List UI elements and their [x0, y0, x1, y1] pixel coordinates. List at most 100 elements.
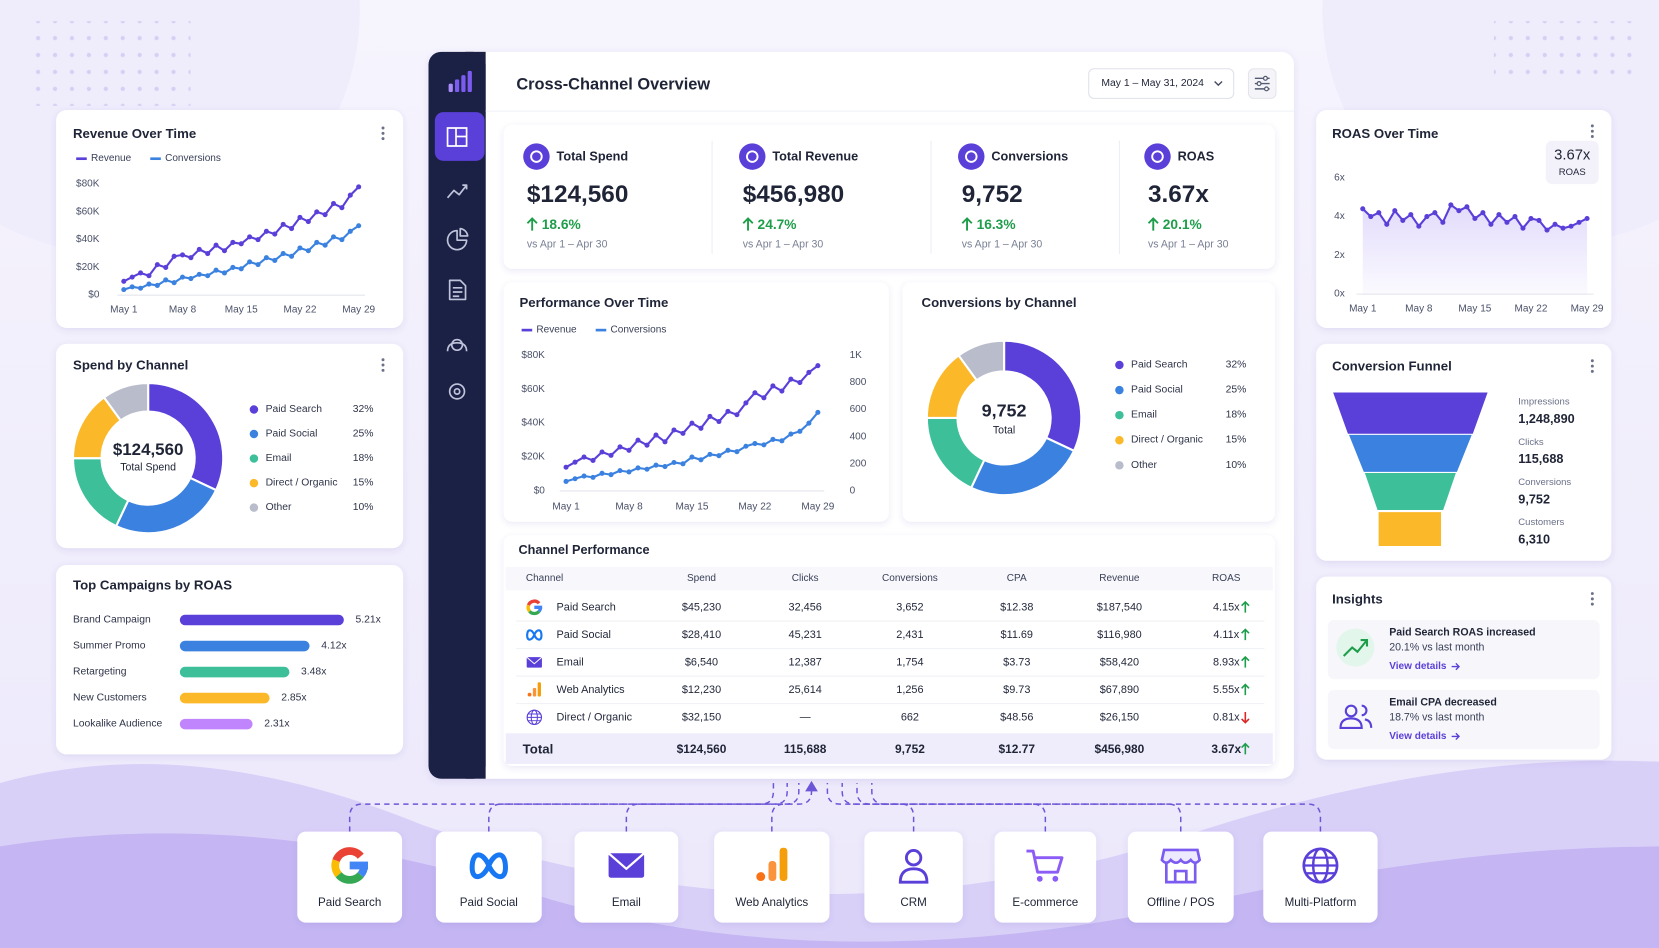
logo-bar	[467, 70, 472, 93]
data-point	[330, 234, 337, 240]
menu-button[interactable]	[381, 358, 385, 372]
icon-part	[756, 872, 766, 882]
data-point	[599, 449, 605, 455]
icon-part	[607, 852, 645, 871]
data-point	[572, 459, 578, 465]
source-card[interactable]	[1127, 831, 1234, 923]
column-header: Conversions	[882, 573, 938, 584]
data-point	[1512, 214, 1518, 220]
data-point	[280, 221, 286, 227]
data-point	[815, 409, 821, 415]
source-card[interactable]	[994, 831, 1097, 923]
data-point	[1480, 210, 1486, 216]
legend-label: Conversions	[165, 153, 221, 164]
data-point	[230, 239, 236, 245]
icon-part	[528, 610, 541, 616]
donut-segment	[1003, 339, 1083, 453]
connector	[771, 782, 813, 832]
data-point	[644, 466, 650, 472]
date-picker[interactable]	[1088, 68, 1235, 99]
nav-icon[interactable]	[446, 338, 468, 352]
table-cell: 5.55x	[1213, 684, 1240, 696]
stage-label: Clicks	[1518, 437, 1544, 448]
source-label[interactable]: Email	[612, 896, 641, 909]
data-point	[779, 388, 785, 394]
nav-icon[interactable]	[446, 184, 468, 199]
data-point	[289, 225, 295, 232]
y-tick-label: 800	[850, 377, 867, 388]
data-point	[188, 255, 194, 261]
icon-part	[1164, 863, 1197, 884]
source-label[interactable]: Multi-Platform	[1285, 896, 1357, 909]
data-point	[297, 245, 303, 251]
data-point	[1456, 208, 1462, 214]
data-point	[725, 408, 731, 414]
table-cell: $9.73	[1003, 684, 1030, 696]
data-point	[314, 239, 320, 245]
legend-label: Revenue	[536, 325, 577, 336]
icon	[607, 852, 645, 878]
date-range[interactable]: May 1 – May 31, 2024	[1101, 78, 1204, 89]
chart-title: Top Campaigns by ROAS	[73, 578, 232, 593]
campaigns-card	[56, 564, 404, 755]
trend-arrow	[742, 217, 754, 231]
source-label[interactable]: Paid Search	[318, 896, 381, 909]
data-point	[734, 449, 740, 455]
icon-part	[446, 127, 468, 147]
filter-knob	[1263, 86, 1270, 92]
data-point	[1376, 210, 1382, 216]
nav-icon[interactable]	[453, 387, 461, 395]
nav-icon[interactable]	[448, 383, 466, 400]
kpi-label: Total Revenue	[772, 150, 858, 164]
source-label[interactable]: Web Analytics	[735, 896, 808, 909]
data-point	[297, 214, 303, 220]
menu-button[interactable]	[1590, 124, 1594, 138]
table-cell: $58,420	[1100, 656, 1139, 668]
y-tick-label: $60K	[76, 206, 100, 217]
table-cell: $3.73	[1003, 656, 1030, 668]
source-card[interactable]	[1263, 831, 1378, 923]
data-point	[671, 459, 677, 466]
column-header: Clicks	[792, 573, 819, 584]
legend-label: Paid Search	[1131, 360, 1188, 371]
legend-dot	[1115, 461, 1124, 470]
connector	[348, 782, 775, 832]
page-title: Cross-Channel Overview	[516, 76, 710, 94]
nav-icon[interactable]	[448, 279, 467, 301]
data-point	[635, 437, 641, 443]
data-point	[806, 420, 812, 426]
source-label[interactable]: Offline / POS	[1147, 896, 1215, 909]
icon	[526, 709, 543, 726]
data-point	[770, 436, 776, 443]
data-point	[608, 452, 614, 458]
view-details-link[interactable]: View details	[1389, 661, 1447, 672]
view-details-link[interactable]: View details	[1389, 731, 1447, 742]
data-point	[305, 219, 311, 225]
y-tick-label: 200	[850, 458, 867, 469]
menu-button[interactable]	[1590, 359, 1594, 373]
nav-icon[interactable]	[446, 227, 469, 251]
source-label[interactable]: CRM	[900, 896, 926, 909]
y-tick-label: $60K	[521, 384, 545, 395]
icon-part	[904, 849, 923, 867]
menu-button[interactable]	[1590, 592, 1594, 606]
legend-label: Email	[266, 453, 292, 464]
table-cell: 12,387	[789, 656, 822, 668]
kpi-icon-glyph	[1151, 150, 1164, 163]
logo-bar	[461, 75, 466, 93]
data-point	[322, 212, 328, 218]
source-card[interactable]	[864, 831, 963, 923]
data-point	[138, 285, 144, 291]
source-label[interactable]: Paid Social	[460, 896, 518, 909]
bar	[179, 640, 310, 652]
icon-part	[526, 629, 543, 641]
funnel-stage	[1364, 472, 1456, 510]
table-header	[505, 567, 1273, 591]
nav-icon[interactable]	[446, 127, 468, 147]
menu-button[interactable]	[381, 126, 385, 141]
source-card[interactable]	[435, 831, 542, 923]
source-label[interactable]: E-commerce	[1012, 896, 1078, 909]
category-label: Lookalike Audience	[73, 719, 163, 730]
menu-dot	[1590, 135, 1594, 138]
table-title: Channel Performance	[518, 543, 649, 557]
